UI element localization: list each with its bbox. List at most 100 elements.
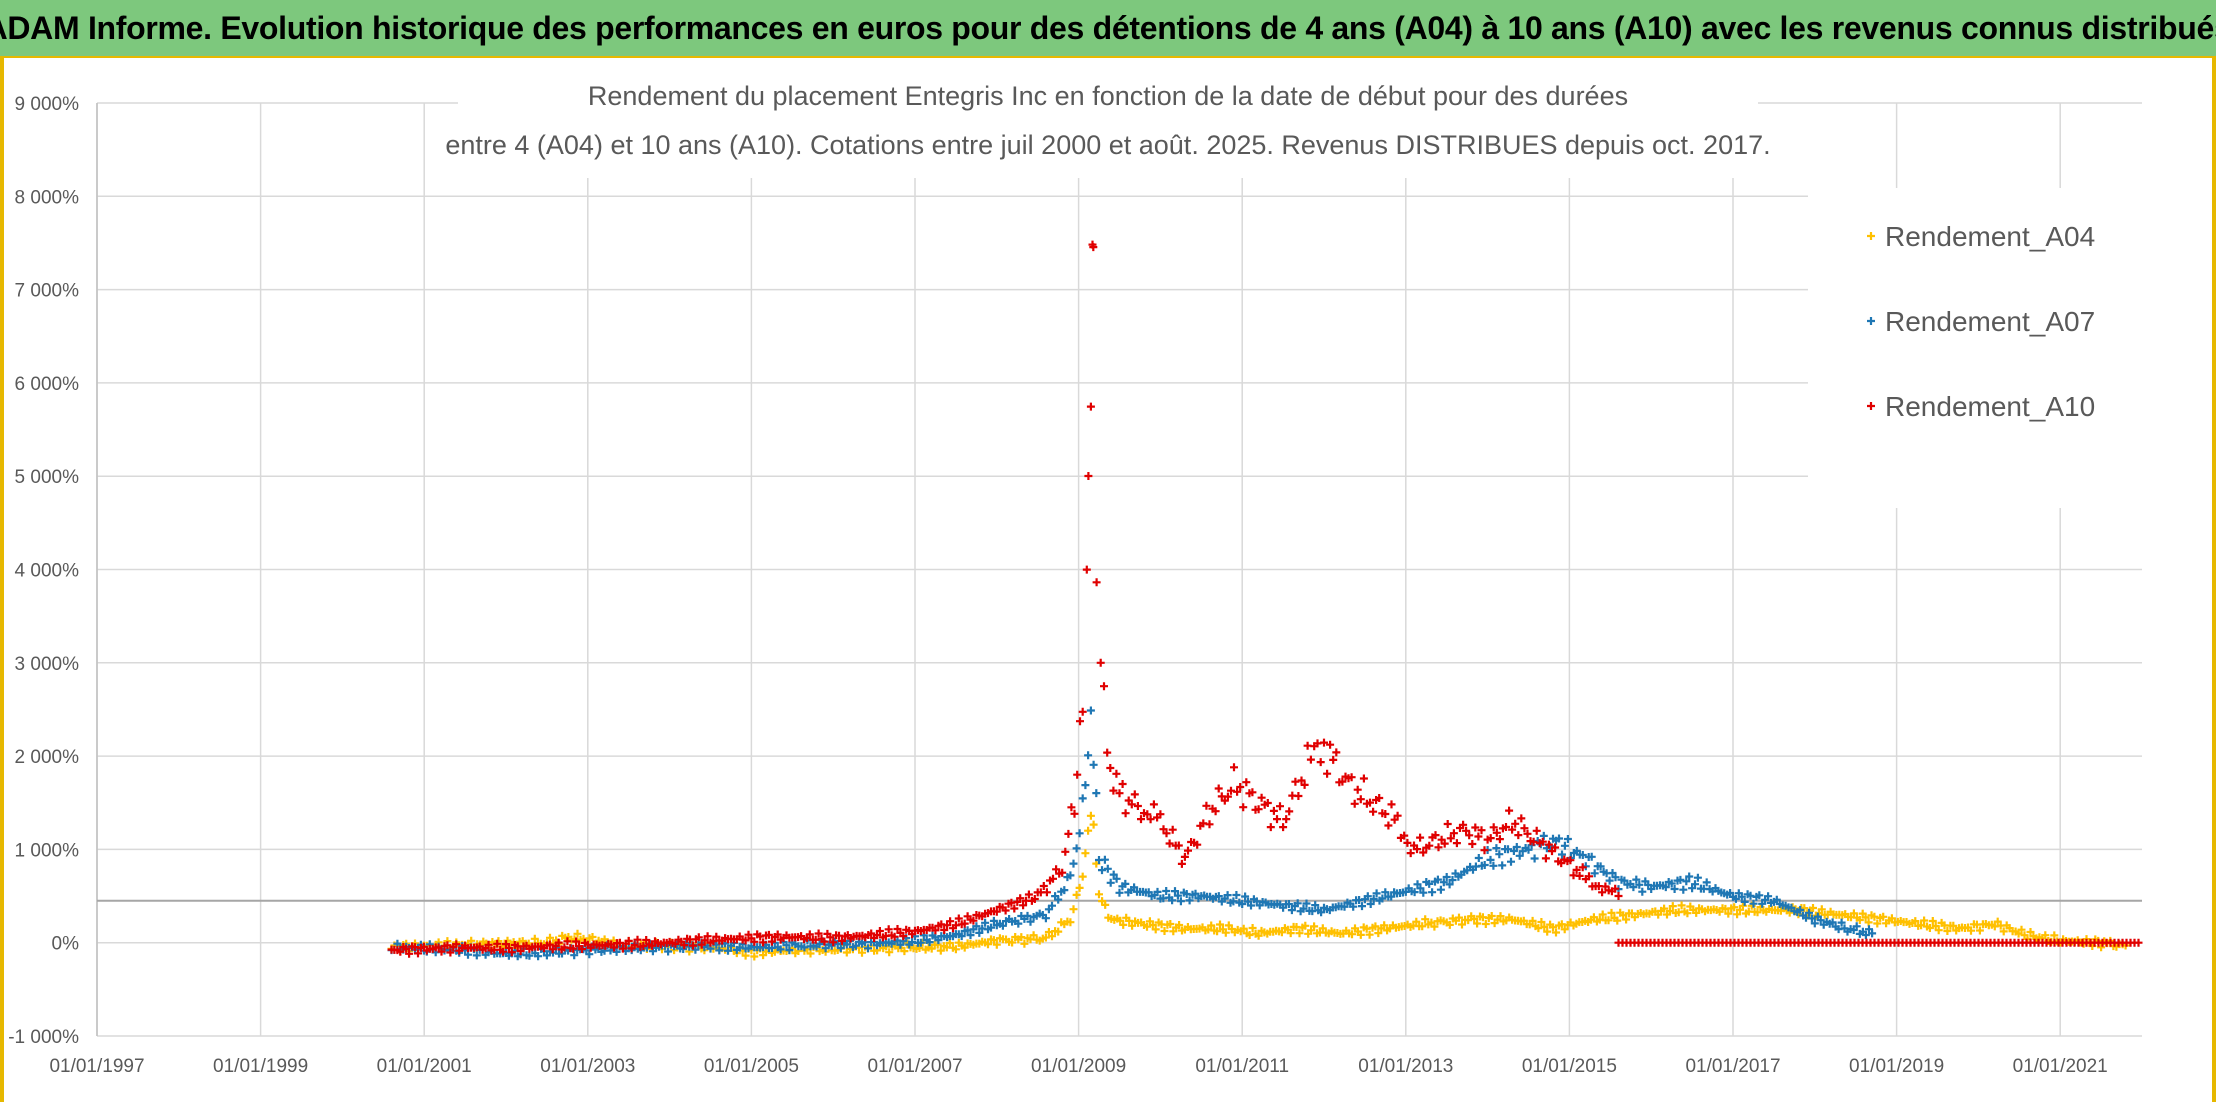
marker-rendement_a04 [1999,927,2008,936]
y-tick-label: 2 000% [15,747,80,768]
marker-rendement_a04 [1817,905,1826,914]
marker-rendement_a07 [1578,851,1587,859]
marker-rendement_a07 [715,946,724,955]
marker-rendement_a10 [767,937,776,946]
marker-rendement_a07 [534,952,543,961]
marker-rendement_a07 [724,946,732,955]
marker-rendement_a10 [1425,841,1434,850]
marker-rendement_a04 [1445,920,1454,929]
legend-box [1808,188,2142,508]
marker-rendement_a04 [1537,918,1546,926]
marker-rendement_a10 [1242,778,1251,787]
marker-rendement_a10 [1387,800,1396,809]
marker-rendement_a10 [1276,802,1284,811]
marker-rendement_a04 [1119,920,1128,929]
marker-rendement_a04 [1861,913,1870,922]
marker-rendement_a10 [1089,243,1098,252]
marker-rendement_a04 [1849,909,1858,918]
marker-rendement_a10 [1614,892,1623,900]
marker-rendement_a10 [437,947,446,956]
marker-rendement_a04 [1143,922,1151,931]
marker-rendement_a04 [945,939,954,947]
marker-rendement_a07 [1682,877,1691,886]
marker-rendement_a04 [1607,908,1616,917]
marker-rendement_a04 [1925,924,1934,932]
marker-rendement_a10 [1446,834,1455,843]
marker-rendement_a10 [405,949,414,958]
marker-rendement_a04 [1934,926,1943,935]
marker-rendement_a04 [806,949,815,958]
marker-rendement_a04 [1380,921,1389,930]
marker-rendement_a10 [1384,821,1393,830]
marker-rendement_a07 [1103,864,1112,873]
legend-label: Rendement_A04 [1885,221,2095,252]
marker-rendement_a04 [1348,930,1356,939]
marker-rendement_a04 [1730,903,1739,912]
marker-rendement_a10 [554,938,563,947]
marker-rendement_a04 [1101,900,1110,909]
marker-rendement_a10 [1121,809,1130,818]
marker-rendement_a07 [1837,918,1846,927]
y-tick-label: 5 000% [15,467,80,488]
marker-rendement_a04 [1552,928,1560,937]
marker-rendement_a07 [1026,917,1035,926]
marker-rendement_a04 [2017,925,2026,934]
marker-rendement_a10 [1585,872,1593,881]
marker-rendement_a07 [525,951,534,960]
marker-rendement_a04 [1216,920,1224,929]
marker-rendement_a07 [664,947,673,956]
marker-rendement_a10 [741,936,750,945]
marker-rendement_a10 [1320,738,1328,747]
marker-rendement_a04 [1598,910,1607,919]
marker-rendement_a10 [1193,840,1202,849]
marker-rendement_a07 [1419,888,1428,897]
marker-rendement_a07 [987,923,995,932]
title-backdrop [458,58,1758,178]
legend-item-rendement_a10: Rendement_A10 [1867,391,2095,422]
marker-rendement_a04 [1455,913,1463,922]
marker-rendement_a10 [1393,811,1402,820]
marker-rendement_a10 [504,944,513,952]
marker-rendement_a04 [588,933,597,941]
marker-rendement_a07 [1492,844,1501,853]
marker-rendement_a10 [1279,823,1288,832]
marker-rendement_a10 [1359,774,1368,783]
marker-rendement_a10 [484,940,493,949]
marker-rendement_a07 [1121,879,1130,888]
marker-rendement_a10 [1449,829,1458,838]
marker-rendement_a07 [1092,789,1101,798]
marker-rendement_a10 [1532,826,1541,835]
marker-rendement_a10 [1106,764,1115,772]
marker-rendement_a04 [915,944,924,952]
chart-legend: Rendement_A04 Rendement_A07 Rendement_A10 [1808,188,2142,508]
marker-rendement_a10 [1149,800,1158,809]
marker-rendement_a10 [1230,763,1238,772]
x-tick-label: 01/01/2013 [1358,1056,1453,1077]
marker-rendement_a10 [1326,740,1335,749]
marker-rendement_a07 [1048,901,1056,910]
marker-rendement_a04 [741,951,750,960]
y-tick-label: 8 000% [15,187,80,208]
marker-rendement_a04 [1245,931,1254,939]
marker-rendement_a10 [1356,795,1365,804]
marker-rendement_a10 [890,932,899,941]
marker-rendement_a10 [1332,748,1341,757]
marker-rendement_a04 [1619,911,1628,920]
marker-rendement_a07 [1060,886,1069,895]
x-tick-label: 01/01/2001 [377,1056,472,1077]
marker-rendement_a10 [1598,888,1607,897]
marker-rendement_a10 [1495,835,1504,844]
y-tick-label: 7 000% [15,281,80,302]
marker-rendement_a07 [1555,834,1563,843]
marker-rendement_a07 [1590,869,1599,878]
marker-rendement_a10 [1413,845,1421,854]
x-tick-label: 01/01/2019 [1849,1056,1944,1077]
x-tick-label: 01/01/2017 [1685,1056,1780,1077]
marker-rendement_a04 [1418,922,1427,931]
marker-rendement_a10 [1431,831,1440,840]
marker-rendement_a07 [1530,854,1539,863]
marker-rendement_a10 [1168,825,1177,834]
marker-rendement_a07 [1764,892,1773,901]
marker-rendement_a07 [1691,880,1699,889]
marker-rendement_a10 [1529,837,1538,846]
